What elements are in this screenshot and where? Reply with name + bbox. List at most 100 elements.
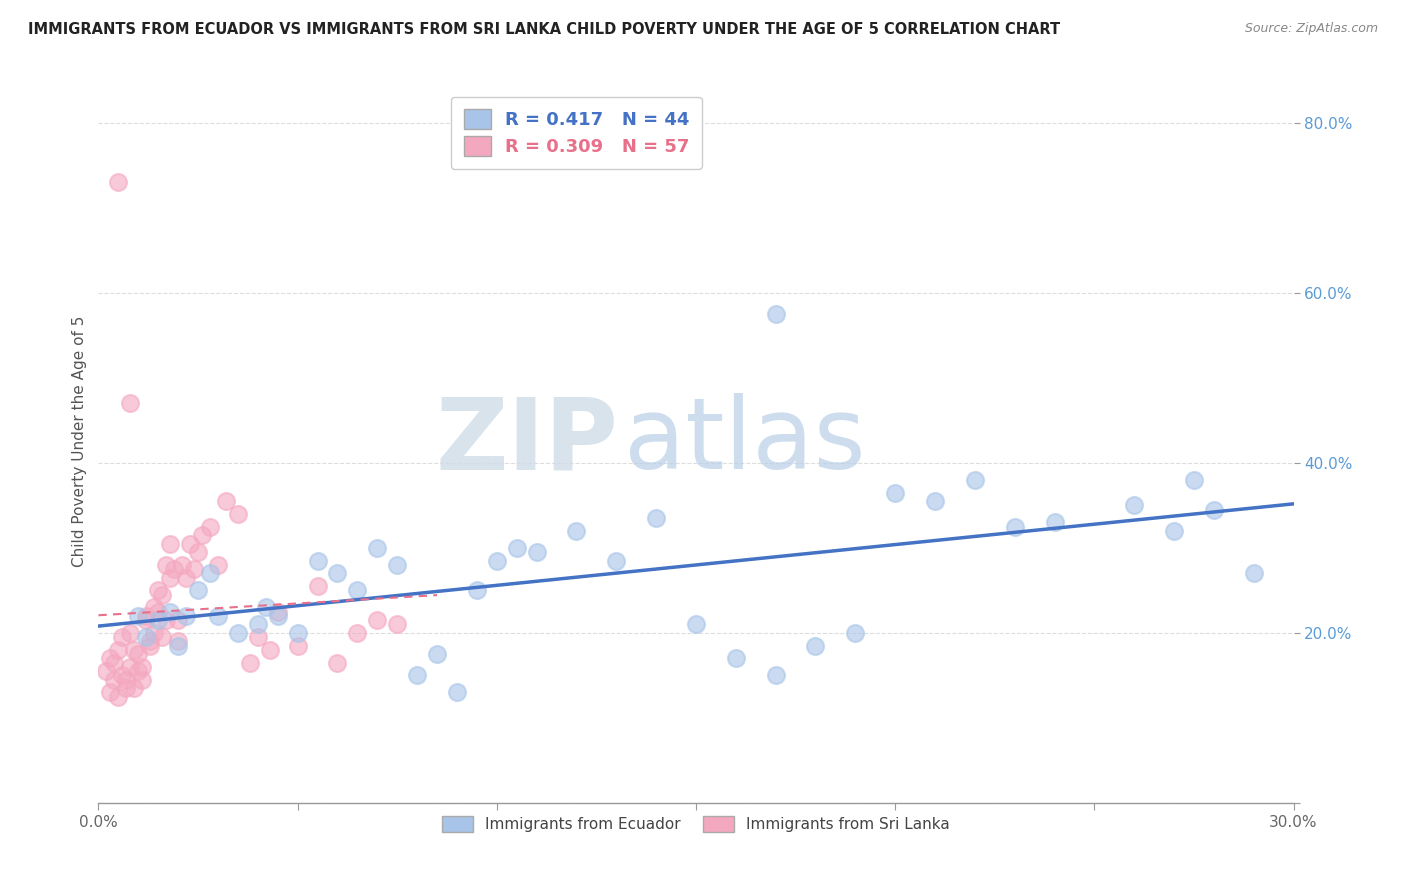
Point: [107, 175, 129, 189]
Point: [150, 630, 173, 644]
Point: [131, 660, 153, 674]
Point: [150, 588, 173, 602]
Point: [103, 656, 125, 670]
Point: [120, 660, 142, 674]
Point: [239, 656, 262, 670]
Point: [143, 600, 166, 615]
Point: [135, 608, 157, 623]
Point: [191, 528, 214, 542]
Point: [385, 617, 409, 632]
Point: [163, 562, 186, 576]
Point: [111, 630, 134, 644]
Point: [98, 651, 122, 665]
Point: [346, 625, 368, 640]
Point: [406, 668, 429, 682]
Point: [98, 685, 122, 699]
Point: [135, 630, 157, 644]
Point: [307, 553, 329, 567]
Point: [107, 642, 129, 657]
Point: [1004, 519, 1026, 533]
Text: ZIP: ZIP: [436, 393, 619, 490]
Point: [765, 668, 787, 682]
Point: [924, 494, 946, 508]
Point: [326, 656, 349, 670]
Point: [187, 545, 209, 559]
Text: IMMIGRANTS FROM ECUADOR VS IMMIGRANTS FROM SRI LANKA CHILD POVERTY UNDER THE AGE: IMMIGRANTS FROM ECUADOR VS IMMIGRANTS FR…: [28, 22, 1060, 37]
Point: [167, 634, 190, 648]
Point: [1182, 473, 1205, 487]
Point: [187, 583, 209, 598]
Point: [172, 558, 194, 572]
Point: [307, 579, 329, 593]
Point: [884, 485, 907, 500]
Point: [346, 583, 368, 598]
Point: [267, 608, 290, 623]
Point: [174, 608, 197, 623]
Point: [179, 536, 201, 550]
Point: [107, 690, 129, 704]
Point: [143, 625, 166, 640]
Point: [446, 685, 468, 699]
Point: [215, 494, 238, 508]
Point: [115, 681, 138, 695]
Point: [963, 473, 986, 487]
Point: [565, 524, 588, 538]
Point: [1163, 524, 1185, 538]
Point: [645, 511, 668, 525]
Point: [366, 613, 388, 627]
Point: [120, 625, 142, 640]
Point: [167, 613, 190, 627]
Point: [127, 647, 149, 661]
Point: [131, 673, 153, 687]
Point: [120, 396, 142, 410]
Point: [465, 583, 488, 598]
Point: [148, 605, 170, 619]
Point: [685, 617, 707, 632]
Point: [287, 639, 309, 653]
Point: [127, 664, 149, 678]
Point: [526, 545, 548, 559]
Point: [844, 625, 866, 640]
Point: [139, 634, 162, 648]
Point: [267, 605, 290, 619]
Point: [148, 583, 170, 598]
Point: [198, 566, 221, 581]
Legend: Immigrants from Ecuador, Immigrants from Sri Lanka: Immigrants from Ecuador, Immigrants from…: [436, 810, 956, 838]
Point: [148, 613, 170, 627]
Point: [804, 639, 827, 653]
Point: [385, 558, 409, 572]
Point: [1043, 516, 1066, 530]
Text: atlas: atlas: [624, 393, 866, 490]
Point: [765, 307, 787, 321]
Point: [366, 541, 388, 555]
Point: [207, 558, 229, 572]
Y-axis label: Child Poverty Under the Age of 5: Child Poverty Under the Age of 5: [72, 316, 87, 567]
Point: [159, 605, 181, 619]
Point: [174, 570, 197, 584]
Point: [103, 673, 125, 687]
Point: [254, 600, 277, 615]
Point: [198, 519, 221, 533]
Point: [246, 617, 269, 632]
Point: [111, 668, 134, 682]
Point: [207, 608, 229, 623]
Point: [326, 566, 349, 581]
Point: [1202, 502, 1225, 516]
Point: [226, 507, 249, 521]
Point: [159, 536, 181, 550]
Point: [485, 553, 508, 567]
Point: [155, 558, 177, 572]
Point: [183, 562, 205, 576]
Point: [605, 553, 627, 567]
Text: Source: ZipAtlas.com: Source: ZipAtlas.com: [1244, 22, 1378, 36]
Point: [159, 570, 181, 584]
Point: [724, 651, 747, 665]
Point: [96, 664, 118, 678]
Point: [139, 639, 162, 653]
Point: [1123, 498, 1146, 512]
Point: [246, 630, 269, 644]
Point: [135, 613, 157, 627]
Point: [124, 681, 146, 695]
Point: [155, 613, 177, 627]
Point: [115, 673, 138, 687]
